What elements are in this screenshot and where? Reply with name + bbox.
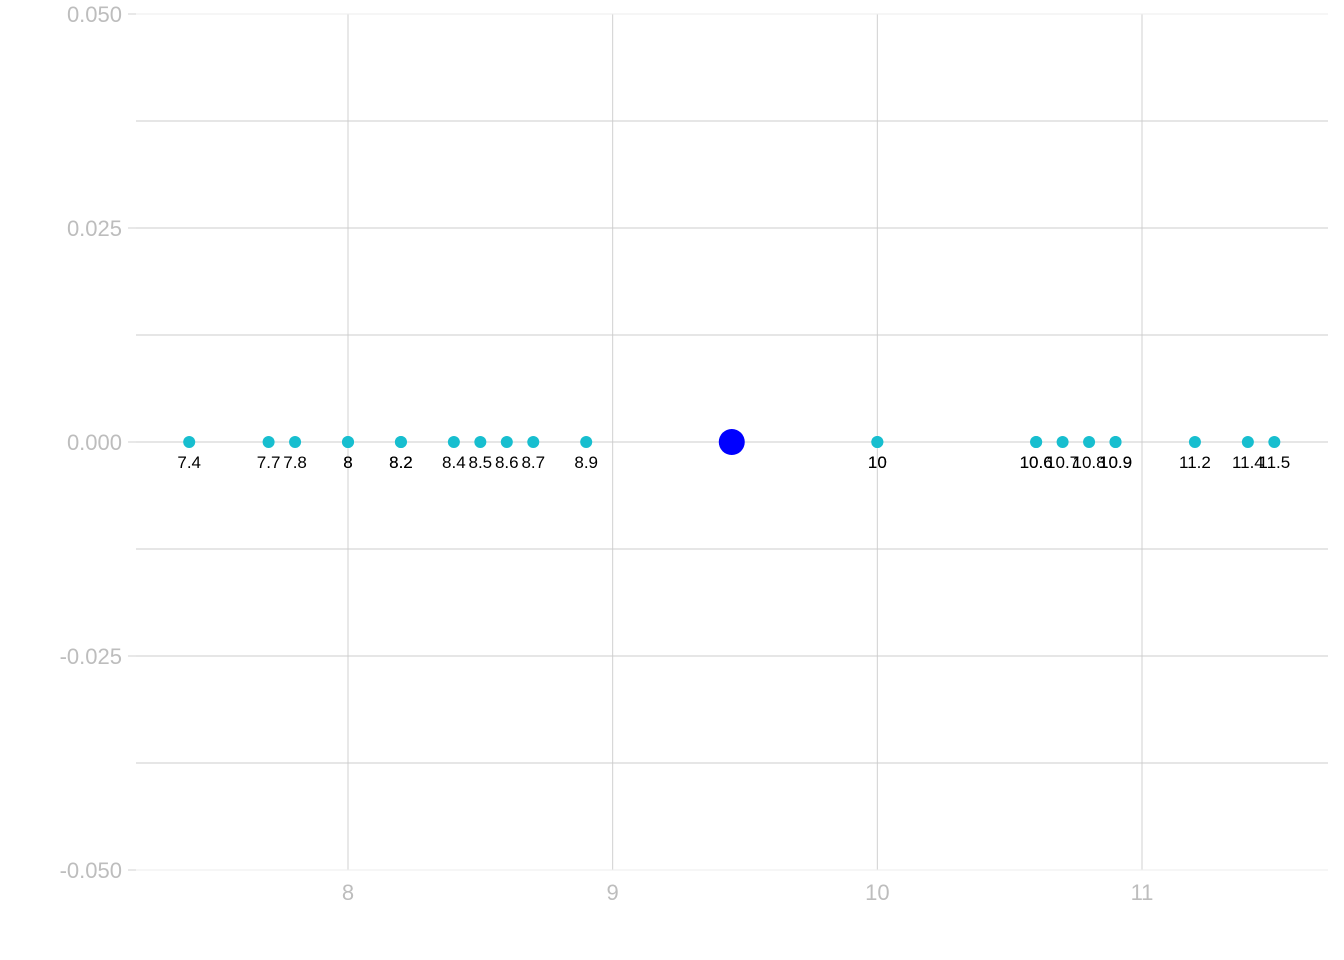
data-points <box>183 429 1281 455</box>
data-point <box>183 436 196 448</box>
data-point <box>394 436 407 448</box>
point-value-label: 10.7 <box>1046 453 1079 472</box>
point-value-label: 8.2 <box>389 453 413 472</box>
y-axis-ticks: 0.050 0.025 0.000 -0.025 -0.050 <box>60 2 136 883</box>
point-value-label: 8.6 <box>495 453 519 472</box>
point-value-label: 8.9 <box>574 453 598 472</box>
data-point <box>447 436 460 448</box>
data-point <box>1109 436 1122 448</box>
highlight-point <box>718 429 745 455</box>
data-point <box>527 436 540 448</box>
point-value-label: 8.5 <box>469 453 493 472</box>
data-point <box>1030 436 1043 448</box>
y-tick-label: 0.050 <box>67 2 122 27</box>
data-point <box>500 436 513 448</box>
x-tick-label: 9 <box>607 880 619 905</box>
data-point <box>289 436 302 448</box>
point-value-label: 10.9 <box>1099 453 1132 472</box>
point-value-label: 11.5 <box>1258 453 1290 472</box>
point-value-label: 7.7 <box>257 453 281 472</box>
data-point <box>262 436 275 448</box>
point-value-label: 8.2 <box>389 453 413 472</box>
point-value-label: 8.7 <box>521 453 545 472</box>
data-point <box>1188 436 1201 448</box>
y-tick-label: -0.050 <box>60 858 122 883</box>
point-value-label: 10.6 <box>1020 453 1053 472</box>
point-value-label: 11.4 <box>1232 453 1264 472</box>
point-value-label: 8 <box>343 453 352 472</box>
point-value-label: 8 <box>343 453 352 472</box>
point-value-label: 10.8 <box>1073 453 1106 472</box>
x-tick-label: 8 <box>342 880 354 905</box>
point-value-label: 10.9 <box>1099 453 1132 472</box>
data-point <box>1056 436 1069 448</box>
point-value-label: 7.4 <box>177 453 201 472</box>
y-tick-label: -0.025 <box>60 644 122 669</box>
grid-lines <box>136 13 1328 871</box>
point-value-label: 10 <box>868 453 887 472</box>
data-point <box>580 436 593 448</box>
point-value-label: 8.4 <box>442 453 466 472</box>
point-value-label: 10.6 <box>1020 453 1053 472</box>
data-point <box>474 436 487 448</box>
x-tick-label: 11 <box>1131 880 1154 905</box>
point-value-label: 7.8 <box>283 453 307 472</box>
data-point <box>1083 436 1096 448</box>
point-value-label: 11.2 <box>1179 453 1211 472</box>
y-tick-label: 0.000 <box>67 430 122 455</box>
data-point <box>871 436 884 448</box>
data-point <box>1268 436 1281 448</box>
y-tick-label: 0.025 <box>67 216 122 241</box>
data-point <box>342 436 354 448</box>
data-point <box>1241 436 1254 448</box>
point-value-label: 10 <box>868 453 887 472</box>
x-axis-ticks: 8 9 10 11 <box>342 880 1154 905</box>
x-tick-label: 10 <box>865 880 889 905</box>
